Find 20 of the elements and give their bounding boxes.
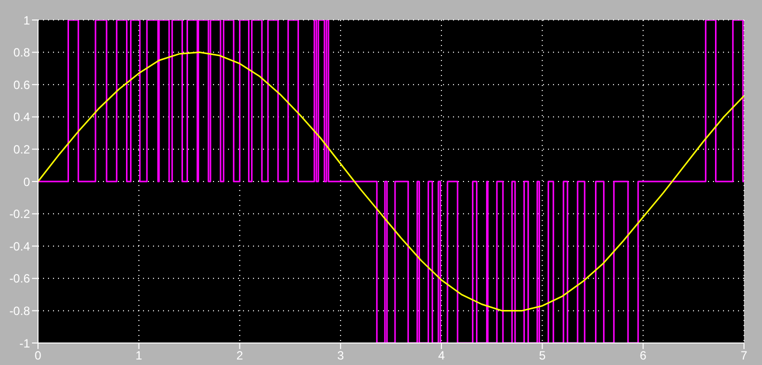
x-tick-label: 3 xyxy=(337,348,344,363)
x-tick-label: 4 xyxy=(438,348,446,363)
x-tick-label: 1 xyxy=(136,348,143,363)
y-tick-label: -0.4 xyxy=(9,239,30,254)
y-tick-label: 0.4 xyxy=(13,110,30,124)
x-tick-label: 0 xyxy=(34,348,42,363)
y-tick-label: 1 xyxy=(23,13,30,28)
y-tick-label: 0 xyxy=(23,174,30,189)
y-tick-label: 0.6 xyxy=(13,78,30,92)
y-tick-label: -1 xyxy=(19,336,30,350)
y-tick-label: -0.6 xyxy=(9,272,30,286)
y-tick-label: 0.2 xyxy=(13,142,30,156)
x-tick-label: 5 xyxy=(538,348,546,363)
x-tick-label: 2 xyxy=(236,348,244,363)
y-tick-label: 0.8 xyxy=(13,46,30,60)
y-tick-label: -0.8 xyxy=(9,304,30,318)
x-tick-label: 7 xyxy=(740,348,748,363)
y-tick-label: -0.2 xyxy=(9,207,30,222)
line-series xyxy=(38,52,744,312)
x-tick-label: 6 xyxy=(640,348,647,363)
